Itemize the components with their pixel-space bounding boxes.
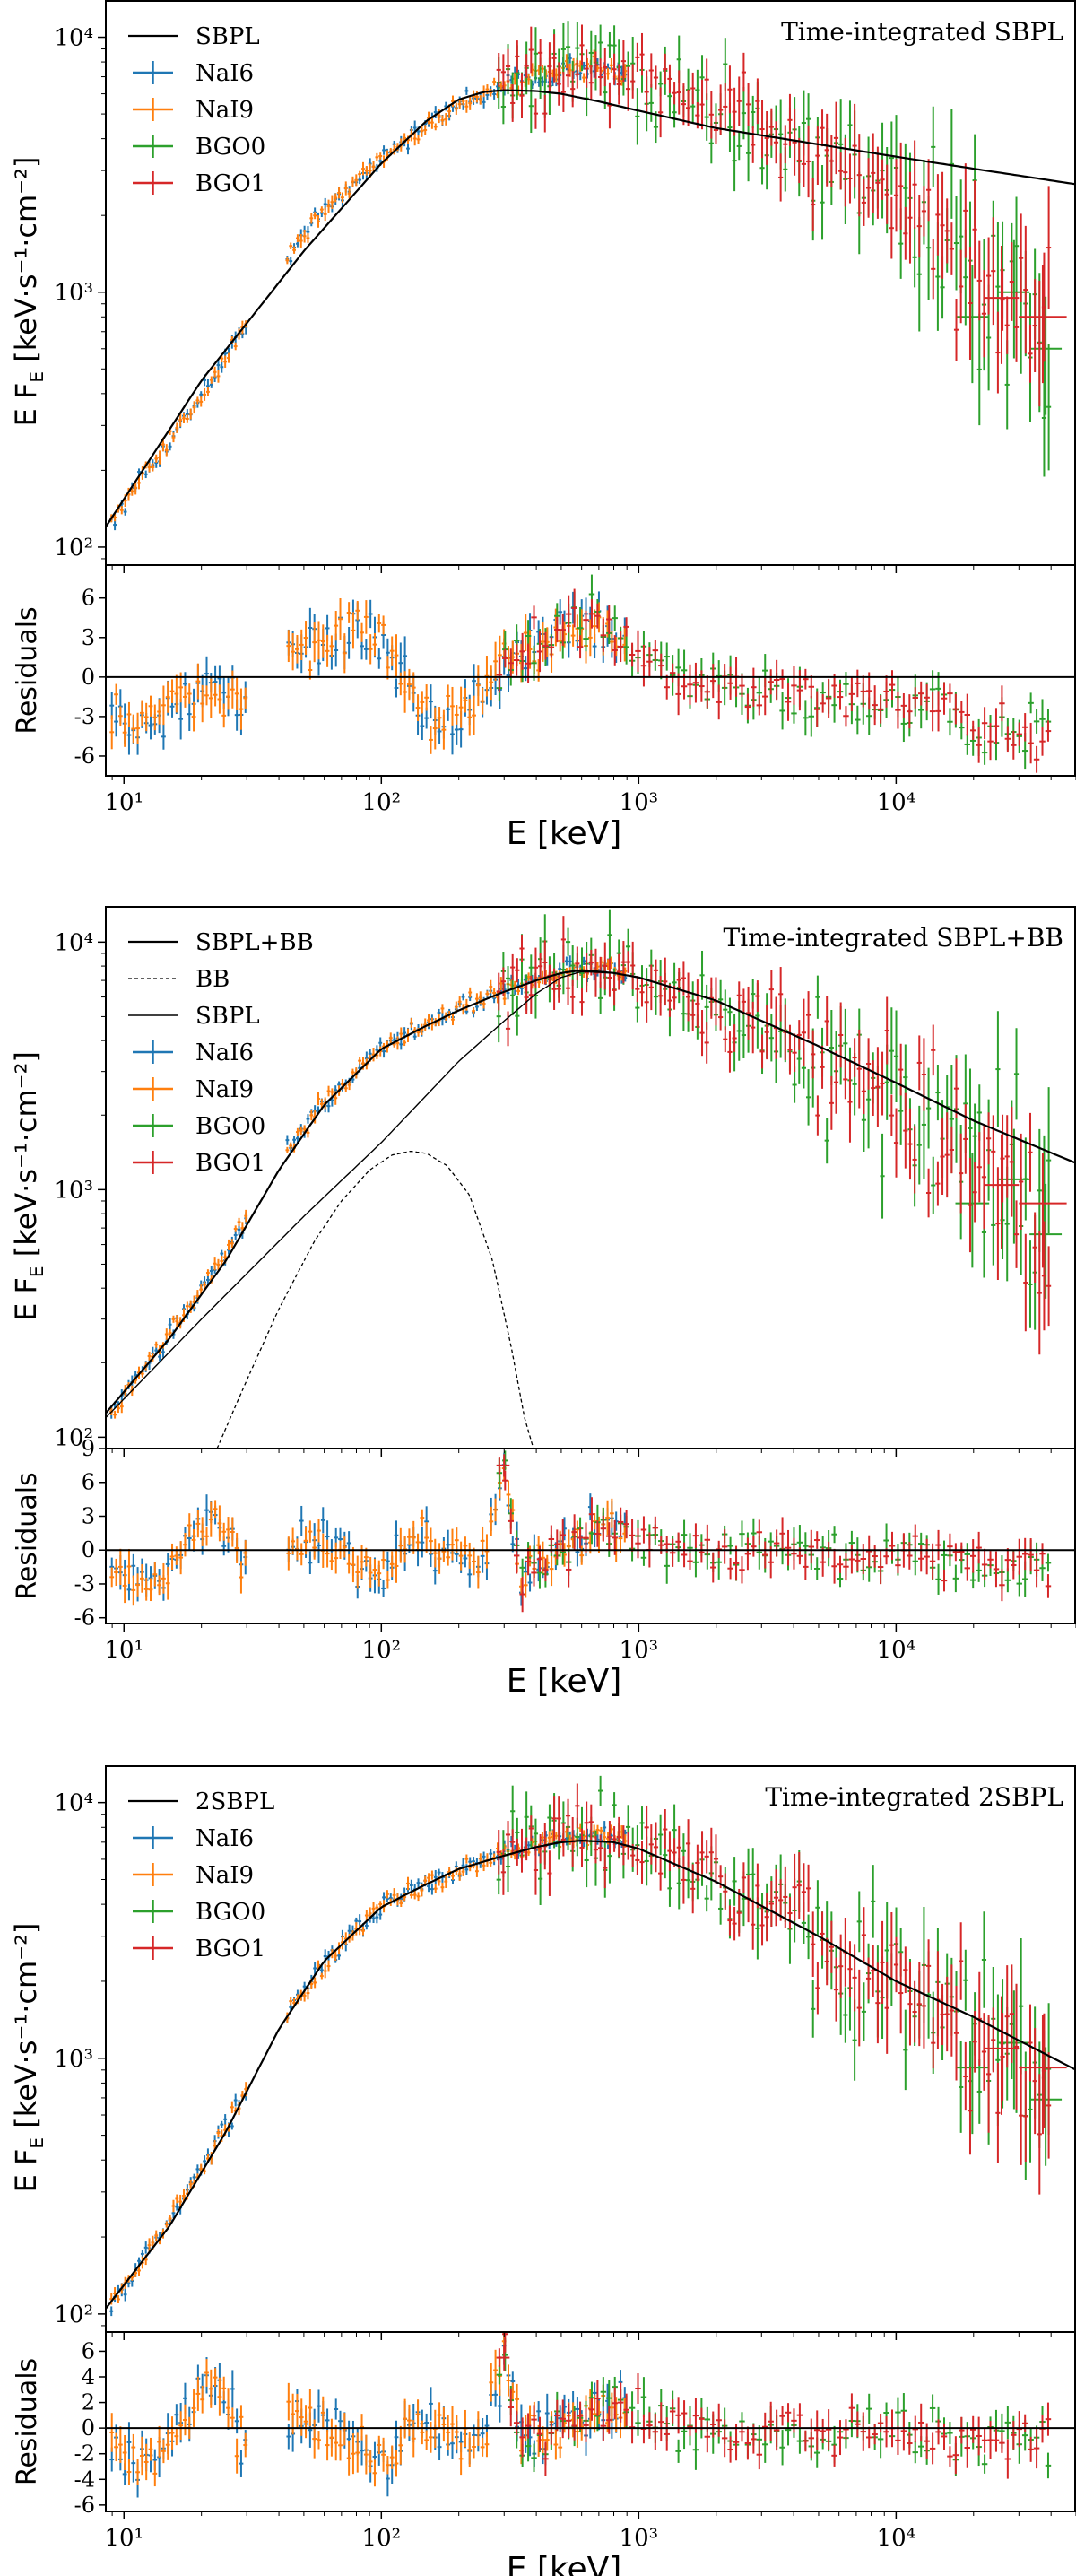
y-tick-label: 10² [54,1424,93,1451]
x-axis-label: E [keV] [507,2551,622,2576]
main-axes-frame [105,906,1076,1449]
legend-label: NaI9 [195,1862,254,1889]
y-tick-label: 10³ [54,2046,93,2073]
legend: SBPL+BB BB SBPL NaI6 NaI9 BGO0 BGO1 [128,929,314,1177]
y-tick-label: 10³ [54,280,93,307]
legend-label: NaI6 [195,60,254,87]
main-plot-area [106,909,1076,1449]
y-axis-label: E FE [keV·s⁻¹·cm⁻²] [9,1051,48,1321]
legend-label: BGO1 [195,1936,265,1962]
residual-axes-frame [105,1448,1076,1624]
residual-plot-area [109,1450,1052,1613]
residual-tick-label: 4 [82,2364,95,2389]
y-tick-label: 10² [54,535,93,561]
x-tick-label: 10⁴ [877,2525,916,2552]
legend: 2SBPL NaI6 NaI9 BGO0 BGO1 [128,1788,274,1962]
legend-label: NaI6 [195,1825,254,1852]
legend-label: BB [195,966,230,993]
chart-panel-2: 10¹ 10² 10³ 10⁴ 10² 10³ 10⁴ 9 6 3 0 -3 -6 E [keV] E FE… [9,906,1076,1700]
legend-label: BGO0 [195,134,265,161]
x-tick-label: 10³ [620,2525,659,2552]
residual-tick-label: 2 [82,2390,95,2415]
legend-label: NaI6 [195,1040,254,1066]
x-tick-label: 10² [362,2525,402,2552]
residual-tick-label: -4 [74,2467,95,2492]
legend-label: BGO0 [195,1899,265,1926]
model-curve-sbpl-bb [106,969,1076,1414]
legend-label: BGO0 [195,1113,265,1140]
residual-tick-label: -6 [74,2493,95,2518]
residual-tick-label: -6 [74,1606,95,1631]
y-tick-label: 10³ [54,1177,93,1204]
chart-title: Time-integrated SBPL [781,17,1063,47]
residual-tick-label: 0 [82,1537,95,1562]
residual-tick-label: -2 [74,2441,95,2467]
x-tick-label: 10¹ [105,2525,144,2552]
chart-title: Time-integrated SBPL+BB [724,923,1063,953]
residual-tick-label: 9 [82,1436,95,1461]
chart-title: Time-integrated 2SBPL [765,1782,1063,1812]
x-tick-label: 10³ [620,1637,659,1664]
residual-axes-frame [105,564,1076,777]
x-tick-label: 10¹ [105,1637,144,1664]
residual-tick-label: 3 [82,1503,95,1528]
x-tick-label: 10² [362,789,402,816]
x-tick-label: 10⁴ [877,789,916,816]
legend-label: BGO1 [195,1150,265,1177]
residual-tick-label: 0 [82,665,95,690]
y-tick-label: 10² [54,2302,93,2328]
residual-tick-label: 6 [82,2338,95,2363]
legend: SBPL NaI6 NaI9 BGO0 BGO1 [128,23,265,197]
residual-axis-label: Residuals [12,2358,43,2485]
residual-tick-label: 3 [82,625,95,650]
residual-tick-label: 6 [82,1470,95,1495]
legend-label: BGO1 [195,170,265,197]
legend-label: 2SBPL [195,1788,274,1815]
model-curve-2sbpl [106,1839,1076,2310]
residual-tick-label: 0 [82,2415,95,2441]
residual-axis-label: Residuals [12,606,43,734]
legend-label: SBPL+BB [195,929,314,956]
main-plot-area [106,21,1076,531]
residual-tick-label: 6 [82,586,95,611]
y-tick-label: 10⁴ [54,25,93,52]
model-curve-sbpl [106,89,1076,528]
y-tick-label: 10⁴ [54,929,93,956]
x-axis-label: E [keV] [507,815,622,852]
y-axis-label: E FE [keV·s⁻¹·cm⁻²] [9,1923,48,2193]
residual-tick-label: -6 [74,744,95,769]
legend-label: NaI9 [195,1076,254,1103]
y-axis-label: E FE [keV·s⁻¹·cm⁻²] [9,157,48,427]
residual-tick-label: -3 [74,704,95,729]
residual-plot-area [109,574,1052,773]
x-tick-label: 10² [362,1637,402,1664]
x-tick-label: 10⁴ [877,1637,916,1664]
legend-label: NaI9 [195,97,254,124]
legend-label: SBPL [195,1003,260,1030]
residual-axes-frame [105,2331,1076,2512]
residual-tick-label: -3 [74,1571,95,1597]
main-plot-area [106,1775,1076,2317]
x-tick-label: 10³ [620,789,659,816]
x-tick-label: 10¹ [105,789,144,816]
y-tick-label: 10⁴ [54,1790,93,1817]
residual-axis-label: Residuals [12,1472,43,1599]
chart-panel-1: 10¹ 10² 10³ 10⁴ 10² 10³ 10⁴ 6 3 0 -3 -6 E [keV] E FE … [9,0,1076,852]
x-axis-label: E [keV] [507,1663,622,1700]
model-curve-sbpl [106,970,639,1418]
residual-plot-area [109,2332,1052,2498]
legend-label: SBPL [195,23,260,50]
